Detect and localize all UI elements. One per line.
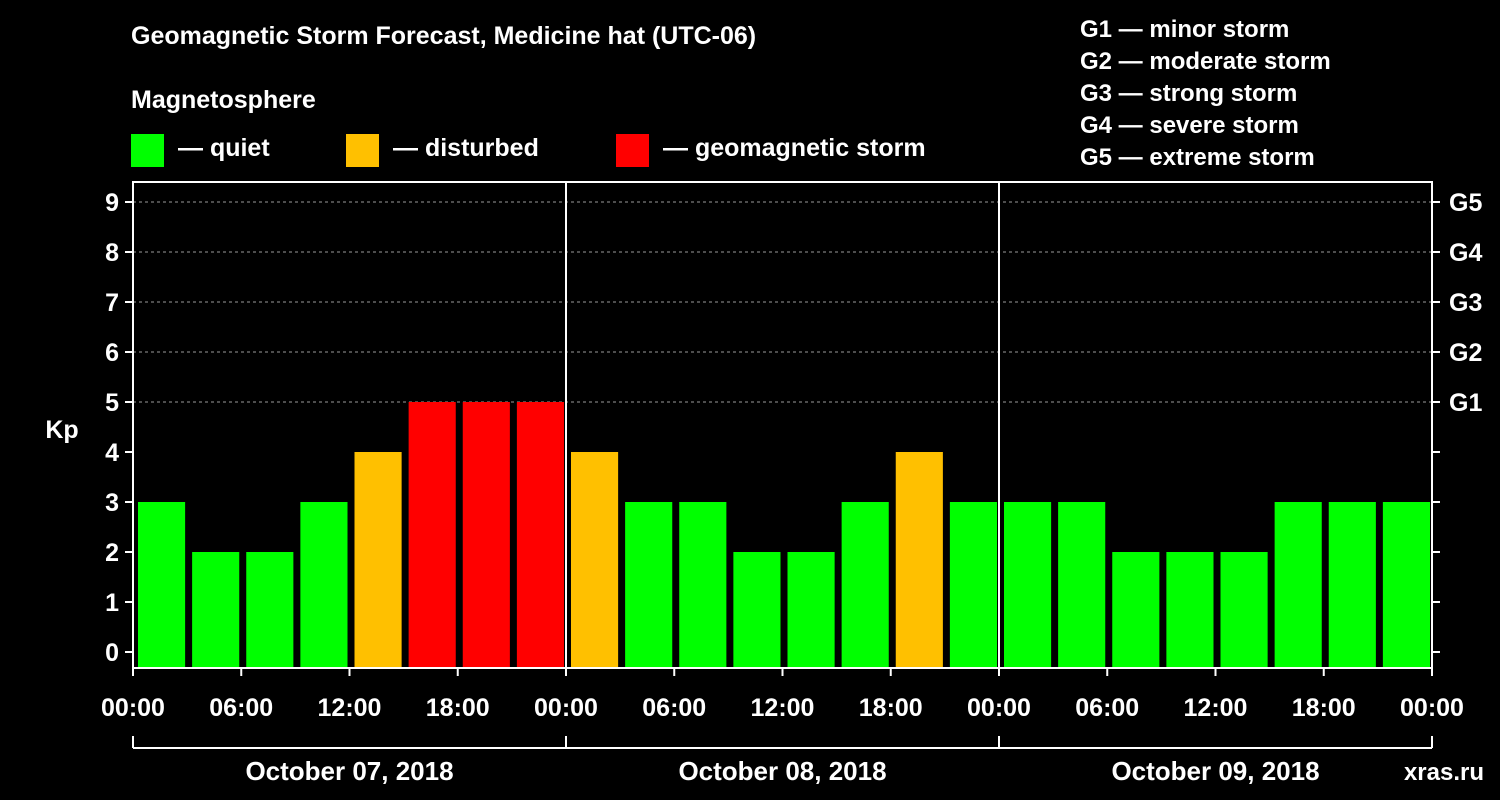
kp-bar (895, 452, 943, 668)
x-tick-label: 00:00 (967, 694, 1031, 722)
legend-heading: Magnetosphere (131, 86, 316, 114)
kp-bar (787, 552, 835, 668)
day-label: October 08, 2018 (678, 756, 886, 786)
watermark: xras.ru (1404, 759, 1484, 786)
day-label: October 09, 2018 (1111, 756, 1319, 786)
x-tick-label: 18:00 (1292, 694, 1356, 722)
day-label: October 07, 2018 (245, 756, 453, 786)
legend-label-quiet: — quiet (178, 134, 270, 162)
y-tick-label: 8 (105, 239, 119, 267)
kp-bar (733, 552, 781, 668)
y-tick-label: 1 (105, 589, 119, 617)
y-tick-label: 5 (105, 389, 119, 417)
x-tick-label: 18:00 (426, 694, 490, 722)
kp-bar (1274, 502, 1322, 668)
kp-bar (841, 502, 889, 668)
g-scale-legend: G1 — minor storm G2 — moderate storm G3 … (1080, 14, 1331, 174)
y-tick-label: 6 (105, 339, 119, 367)
kp-bar (949, 502, 997, 668)
kp-bar (1112, 552, 1160, 668)
legend-swatch-quiet (131, 134, 164, 167)
g-level-label: G4 (1449, 239, 1482, 267)
g-scale-item: G1 — minor storm (1080, 16, 1290, 43)
kp-bar (625, 502, 673, 668)
g-scale-item: G3 — strong storm (1080, 80, 1298, 107)
kp-bar (138, 502, 186, 668)
x-tick-label: 00:00 (1400, 694, 1464, 722)
g-level-label: G2 (1449, 339, 1482, 367)
legend-swatch-storm (616, 134, 649, 167)
g-level-label: G5 (1449, 189, 1482, 217)
x-tick-label: 06:00 (1075, 694, 1139, 722)
kp-bar (516, 402, 564, 668)
kp-bar (571, 452, 619, 668)
legend-label-storm: — geomagnetic storm (663, 134, 926, 162)
y-axis-label: Kp (45, 416, 78, 444)
x-tick-label: 00:00 (534, 694, 598, 722)
kp-bar (408, 402, 456, 668)
kp-bar (1328, 502, 1376, 668)
y-tick-label: 2 (105, 539, 119, 567)
y-tick-label: 7 (105, 289, 119, 317)
g-scale-item: G4 — severe storm (1080, 112, 1299, 139)
kp-bar (1166, 552, 1214, 668)
chart-title: Geomagnetic Storm Forecast, Medicine hat… (131, 22, 757, 50)
legend-swatch-disturbed (346, 134, 379, 167)
kp-bar (1220, 552, 1268, 668)
kp-bar (1058, 502, 1106, 668)
x-tick-label: 12:00 (751, 694, 815, 722)
y-tick-label: 9 (105, 189, 119, 217)
g-level-label: G3 (1449, 289, 1482, 317)
g-level-label: G1 (1449, 389, 1482, 417)
x-tick-label: 00:00 (101, 694, 165, 722)
x-tick-label: 12:00 (318, 694, 382, 722)
x-tick-label: 18:00 (859, 694, 923, 722)
kp-bar (679, 502, 727, 668)
y-tick-label: 0 (105, 639, 119, 667)
kp-bar (1004, 502, 1052, 668)
kp-bar (300, 502, 348, 668)
x-tick-label: 06:00 (642, 694, 706, 722)
legend-label-disturbed: — disturbed (393, 134, 539, 162)
x-tick-label: 06:00 (209, 694, 273, 722)
y-tick-label: 3 (105, 489, 119, 517)
kp-bar (246, 552, 294, 668)
kp-bar (462, 402, 510, 668)
x-tick-label: 12:00 (1184, 694, 1248, 722)
kp-bar (1382, 502, 1430, 668)
g-scale-item: G2 — moderate storm (1080, 48, 1331, 75)
y-tick-label: 4 (105, 439, 119, 467)
g-scale-item: G5 — extreme storm (1080, 144, 1315, 171)
kp-bar (192, 552, 240, 668)
kp-bar (354, 452, 402, 668)
